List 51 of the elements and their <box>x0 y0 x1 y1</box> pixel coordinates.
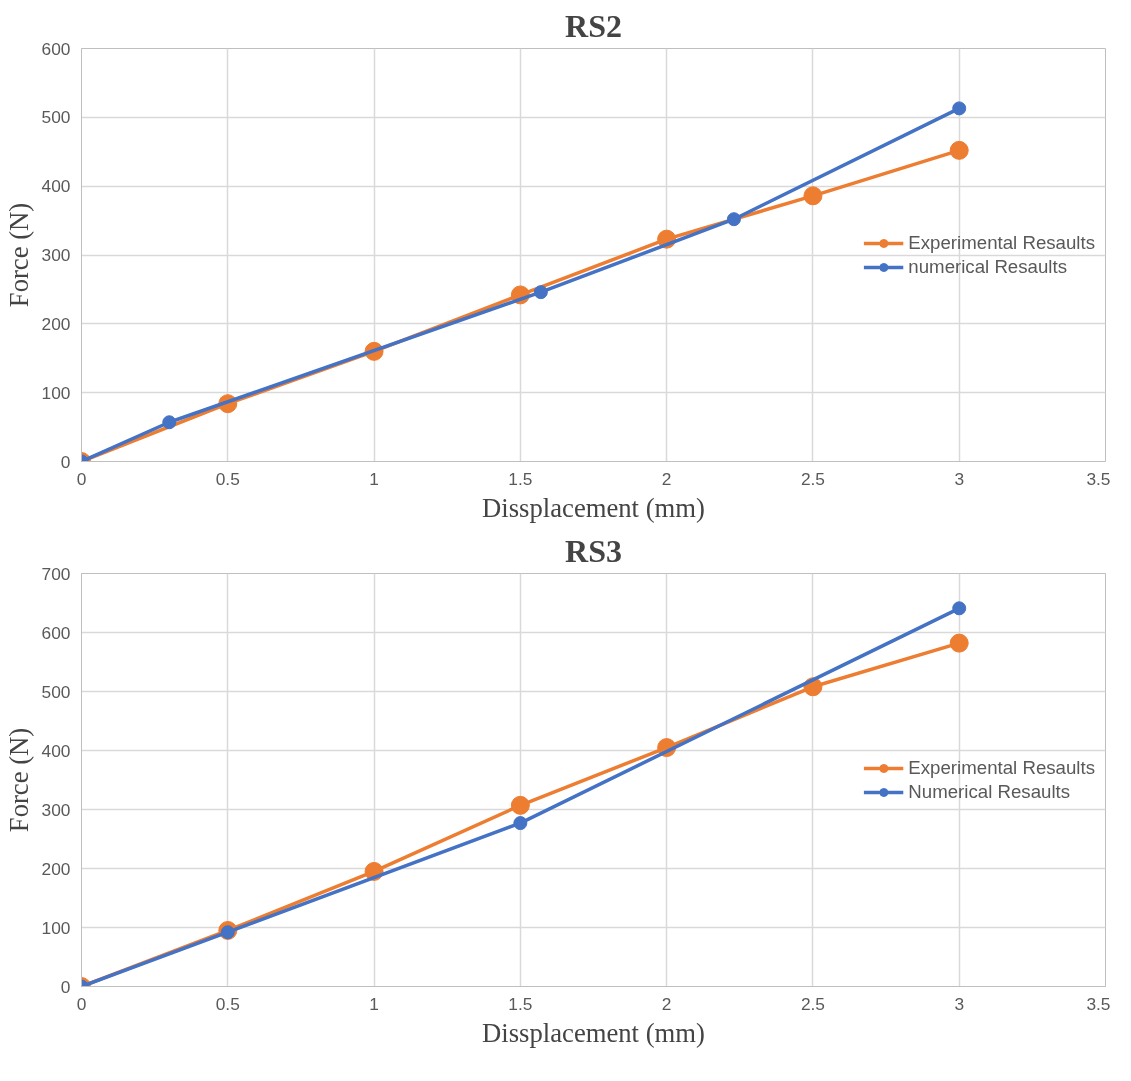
y-tick-label: 600 <box>41 38 71 59</box>
point <box>952 101 967 116</box>
x-tick-label: 2 <box>661 993 672 1014</box>
point <box>949 140 969 160</box>
x-tick-label: 3.5 <box>1086 993 1111 1014</box>
y-tick-label: 400 <box>41 740 71 761</box>
x-tick-label: 0 <box>76 993 87 1014</box>
x-tick-label: 2.5 <box>800 468 825 489</box>
y-tick-label: 400 <box>41 176 71 197</box>
point <box>803 186 823 206</box>
point <box>510 795 530 815</box>
point <box>162 415 177 430</box>
y-tick-label: 0 <box>60 451 71 472</box>
y-tick-label: 100 <box>41 917 71 938</box>
x-tick-label: 3 <box>954 468 965 489</box>
y-tick-label: 500 <box>41 681 71 702</box>
x-tick-label: 1 <box>369 993 379 1014</box>
y-tick-label: 500 <box>41 107 71 128</box>
y-axis-title: Force (N) <box>3 727 34 833</box>
y-axis-title: Force (N) <box>3 202 34 308</box>
legend-label: numerical Resaults <box>908 255 1067 278</box>
x-axis-title: Dissplacement (mm) <box>482 492 705 523</box>
chart-title: RS2 <box>565 7 622 44</box>
point <box>533 285 548 300</box>
y-tick-label: 200 <box>41 858 71 879</box>
point <box>726 212 741 227</box>
y-tick-label: 700 <box>41 563 71 584</box>
legend-label: Experimental Resaults <box>908 231 1095 254</box>
y-tick-label: 300 <box>41 245 71 265</box>
x-tick-label: 0.5 <box>215 993 240 1014</box>
legend-label: Experimental Resaults <box>908 756 1095 779</box>
x-tick-label: 1 <box>369 468 379 489</box>
chart-title: RS3 <box>565 532 622 569</box>
point <box>952 601 967 616</box>
y-tick-label: 600 <box>41 622 71 643</box>
x-tick-label: 1.5 <box>508 468 533 489</box>
x-tick-label: 2.5 <box>800 993 825 1014</box>
legend-label: Numerical Resaults <box>908 780 1071 803</box>
y-tick-label: 300 <box>41 799 71 820</box>
point <box>949 633 969 653</box>
y-tick-label: 200 <box>41 313 71 334</box>
point <box>513 816 528 831</box>
y-tick-label: 0 <box>60 976 71 997</box>
x-tick-label: 0.5 <box>215 468 240 489</box>
x-tick-label: 0 <box>76 468 87 489</box>
x-tick-label: 2 <box>661 468 672 489</box>
x-tick-label: 3.5 <box>1086 468 1111 489</box>
x-axis-title: Dissplacement (mm) <box>482 1017 705 1048</box>
x-tick-label: 1.5 <box>508 993 533 1014</box>
y-tick-label: 100 <box>41 382 71 403</box>
x-tick-label: 3 <box>954 993 965 1014</box>
